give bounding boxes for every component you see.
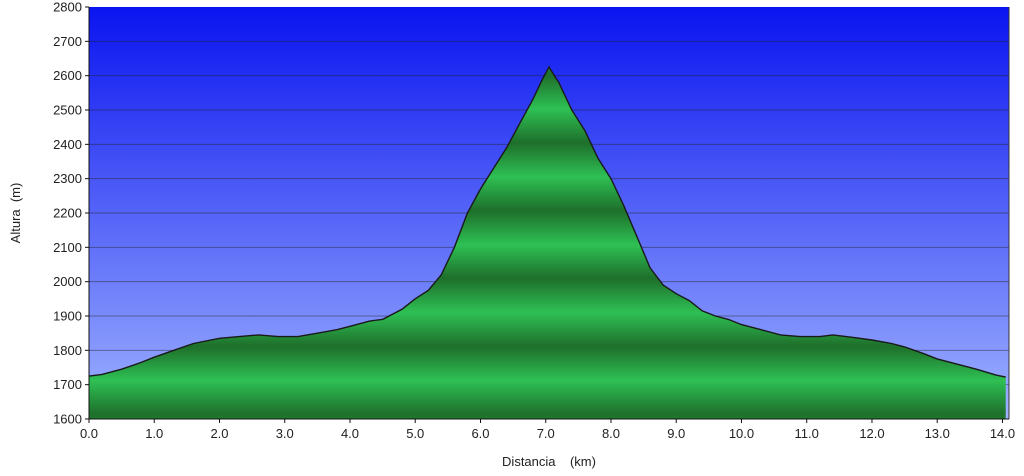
y-tick-label: 2000 bbox=[53, 274, 82, 289]
x-tick-label: 7.0 bbox=[537, 426, 555, 441]
x-tick-label: 0.0 bbox=[80, 426, 98, 441]
x-tick-label: 2.0 bbox=[210, 426, 228, 441]
x-tick-label: 6.0 bbox=[471, 426, 489, 441]
y-tick-label: 2400 bbox=[53, 137, 82, 152]
x-tick-label: 3.0 bbox=[276, 426, 294, 441]
y-tick-label: 1800 bbox=[53, 343, 82, 358]
y-tick-label: 2200 bbox=[53, 206, 82, 221]
y-tick-label: 2300 bbox=[53, 171, 82, 186]
x-tick-label: 11.0 bbox=[795, 426, 819, 441]
y-tick-label: 2800 bbox=[53, 0, 82, 15]
y-tick-label: 2100 bbox=[53, 240, 82, 255]
x-tick-label: 5.0 bbox=[406, 426, 424, 441]
x-tick-label: 8.0 bbox=[602, 426, 620, 441]
y-tick-label: 1900 bbox=[53, 309, 82, 324]
y-tick-label: 2500 bbox=[53, 103, 82, 118]
x-tick-label: 1.0 bbox=[145, 426, 163, 441]
x-tick-label: 4.0 bbox=[341, 426, 359, 441]
y-axis-title: Altura (m) bbox=[8, 183, 23, 244]
elevation-area bbox=[89, 67, 1006, 419]
y-tick-label: 2700 bbox=[53, 34, 82, 49]
x-tick-label: 14.0 bbox=[990, 426, 1015, 441]
x-tick-label: 9.0 bbox=[667, 426, 685, 441]
y-tick-label: 2600 bbox=[53, 68, 82, 83]
y-tick-label: 1700 bbox=[53, 377, 82, 392]
x-tick-label: 12.0 bbox=[859, 426, 884, 441]
x-axis-ticks: 0.0 1.0 2.0 3.0 4.0 5.0 6.0 7.0 8.0 9.0 10.0 11.0 12… bbox=[80, 419, 1015, 441]
x-tick-label: 13.0 bbox=[925, 426, 950, 441]
elevation-line bbox=[89, 65, 1006, 378]
y-tick-label: 1600 bbox=[53, 412, 82, 427]
x-tick-label: 10.0 bbox=[729, 426, 754, 441]
x-axis-title: Distancia (km) bbox=[502, 454, 596, 469]
y-axis-ticks: 1600 1700 1800 1900 2000 2100 2200 2300 2400 2500… bbox=[53, 0, 89, 427]
